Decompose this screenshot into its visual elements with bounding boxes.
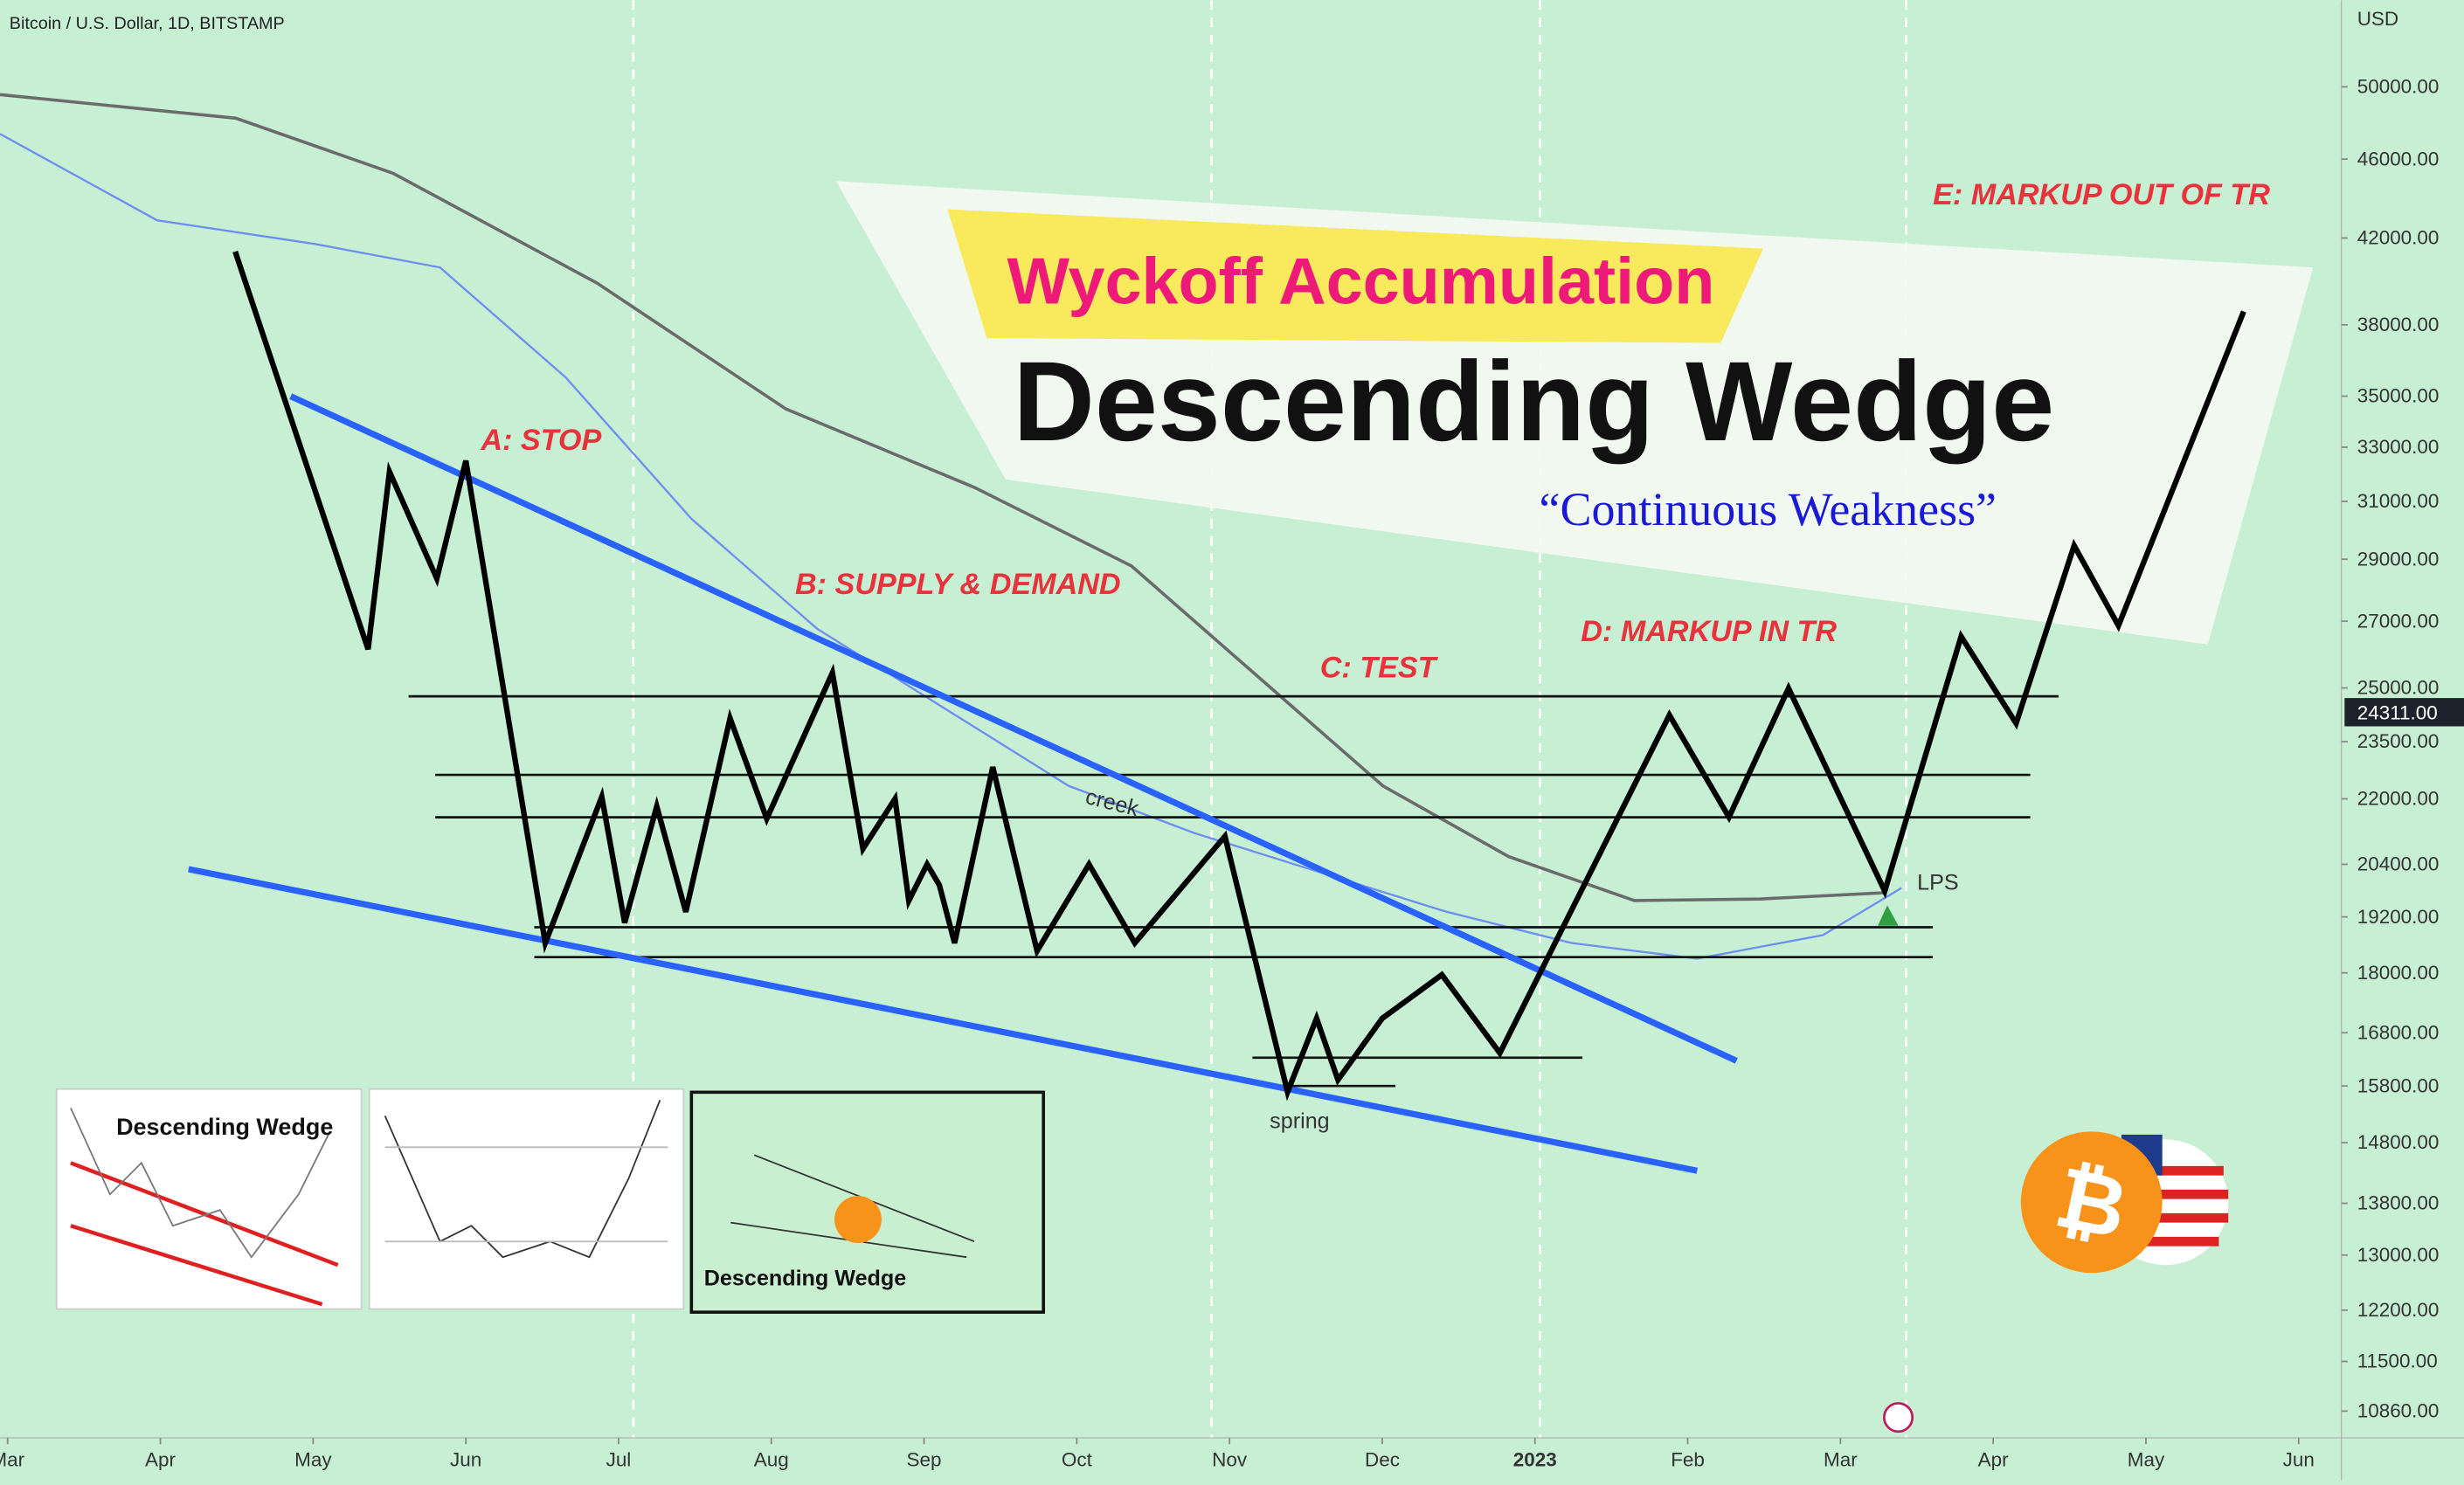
x-tick-label: Aug bbox=[754, 1448, 789, 1470]
annotation: LPS bbox=[1917, 870, 1959, 894]
chart-title: Bitcoin / U.S. Dollar, 1D, BITSTAMP bbox=[10, 14, 285, 33]
y-tick-label: 33000.00 bbox=[2357, 436, 2440, 458]
y-axis-label: USD bbox=[2357, 8, 2398, 30]
x-tick-label: Dec bbox=[1365, 1448, 1400, 1470]
y-tick-label: 27000.00 bbox=[2357, 610, 2440, 632]
y-tick-label: 16800.00 bbox=[2357, 1021, 2440, 1043]
x-tick-label: Mar bbox=[1824, 1448, 1858, 1470]
y-tick-label: 13800.00 bbox=[2357, 1192, 2440, 1214]
range-lines bbox=[408, 694, 2059, 1088]
x-tick-label: Sep bbox=[907, 1448, 942, 1470]
thumbnail: Descending Wedge bbox=[55, 1088, 363, 1310]
y-tick-label: 12200.00 bbox=[2357, 1299, 2440, 1321]
banner-kicker: Wyckoff Accumulation bbox=[1007, 245, 1715, 319]
y-tick-label: 31000.00 bbox=[2357, 490, 2440, 512]
y-tick-label: 25000.00 bbox=[2357, 677, 2440, 699]
last-price-label: 24311.00 bbox=[2357, 701, 2438, 723]
banner-headline: Descending Wedge bbox=[1013, 339, 2054, 465]
y-tick-label: 14800.00 bbox=[2357, 1131, 2440, 1153]
x-tick-label: May bbox=[294, 1448, 332, 1470]
y-tick-label: 23500.00 bbox=[2357, 730, 2440, 752]
price-path bbox=[232, 250, 2246, 1102]
y-tick-label: 50000.00 bbox=[2357, 76, 2440, 98]
x-tick-label: May bbox=[2128, 1448, 2165, 1470]
y-tick-label: 10860.00 bbox=[2357, 1400, 2440, 1422]
logo: ₿ bbox=[1883, 1131, 2229, 1433]
y-tick-label: 29000.00 bbox=[2357, 548, 2440, 570]
thumbnail-title: Descending Wedge bbox=[704, 1267, 907, 1291]
annotation: B: SUPPLY & DEMAND bbox=[795, 568, 1121, 601]
annotation: C: TEST bbox=[1320, 652, 1439, 685]
thumbnail-title: Descending Wedge bbox=[116, 1114, 333, 1140]
last-price-tag bbox=[2344, 698, 2464, 727]
x-tick-label: Apr bbox=[1978, 1448, 2009, 1470]
y-tick-label: 42000.00 bbox=[2357, 227, 2440, 249]
thumbnail bbox=[368, 1088, 685, 1310]
x-tick-label: Jul bbox=[606, 1448, 632, 1470]
ma-200 bbox=[0, 93, 1886, 902]
y-tick-label: 20400.00 bbox=[2357, 853, 2440, 875]
y-tick-label: 19200.00 bbox=[2357, 906, 2440, 928]
y-tick-label: 15800.00 bbox=[2357, 1074, 2440, 1096]
y-tick-label: 22000.00 bbox=[2357, 788, 2440, 810]
x-tick-label: Mar bbox=[0, 1448, 25, 1470]
annotation: D: MARKUP IN TR bbox=[1581, 615, 1837, 648]
y-tick-label: 11500.00 bbox=[2357, 1350, 2438, 1372]
y-tick-label: 35000.00 bbox=[2357, 385, 2440, 407]
annotation: E: MARKUP OUT OF TR bbox=[1933, 178, 2270, 211]
y-tick-label: 18000.00 bbox=[2357, 962, 2440, 984]
wedge-lower bbox=[188, 866, 1699, 1174]
x-tick-label: Jun bbox=[450, 1448, 481, 1470]
banner-highlight bbox=[947, 209, 1763, 343]
x-tick-label: Nov bbox=[1212, 1448, 1248, 1470]
thumbnail: Descending Wedge bbox=[689, 1090, 1045, 1314]
x-tick-label: Apr bbox=[145, 1448, 176, 1470]
y-tick-label: 38000.00 bbox=[2357, 314, 2440, 335]
x-tick-label: Feb bbox=[1671, 1448, 1705, 1470]
annotation: spring bbox=[1270, 1109, 1330, 1134]
x-tick-label: Jun bbox=[2283, 1448, 2315, 1470]
signal-arrow bbox=[1878, 905, 1899, 926]
x-tick-label: 2023 bbox=[1513, 1448, 1557, 1470]
y-tick-label: 46000.00 bbox=[2357, 148, 2440, 169]
y-tick-label: 13000.00 bbox=[2357, 1244, 2440, 1266]
ma-50 bbox=[0, 133, 1902, 960]
wedge-upper bbox=[289, 393, 1738, 1064]
x-tick-label: Oct bbox=[1062, 1448, 1093, 1470]
banner-tagline: “Continuous Weakness” bbox=[1540, 483, 1997, 535]
annotation: A: STOP bbox=[480, 424, 601, 457]
